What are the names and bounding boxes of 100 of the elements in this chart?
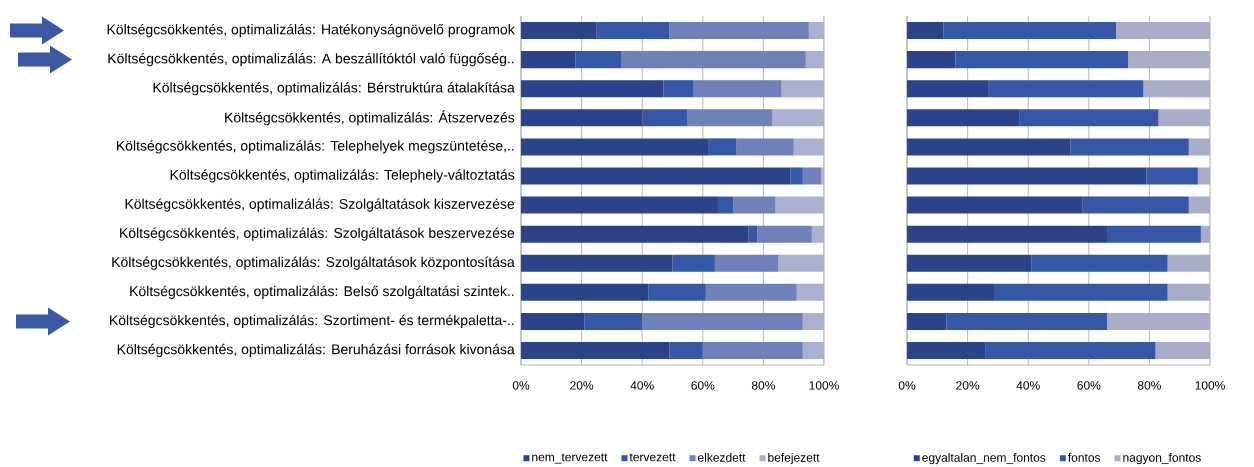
y-tick-label: Költségcsökkentés, optimalizálás: Telephelyek megszüntetése,..: [116, 140, 514, 154]
bar: [717, 196, 734, 214]
bar: [1070, 138, 1189, 156]
bar: [907, 196, 1083, 214]
x-tick-label: 60%: [1077, 380, 1101, 390]
bar: [521, 254, 673, 272]
bar: [820, 167, 824, 185]
bar: [693, 79, 782, 97]
bar: [521, 167, 791, 185]
bar: [811, 225, 824, 243]
bar: [1019, 109, 1159, 127]
bar: [757, 225, 812, 243]
bar: [648, 283, 706, 301]
y-tick-label: Költségcsökkentés, optimalizálás: Beruházási források kivonása: [117, 343, 515, 357]
bar: [907, 283, 995, 301]
bar: [907, 225, 1107, 243]
bar: [705, 283, 797, 301]
bar: [642, 109, 688, 127]
bar: [521, 21, 597, 39]
bar: [796, 283, 824, 301]
bar: [521, 341, 670, 359]
bar: [521, 283, 649, 301]
bar: [907, 50, 956, 68]
y-tick-label: Költségcsökkentés, optimalizálás: Telephely-változtatás: [170, 169, 515, 183]
bar: [521, 225, 749, 243]
bar: [1167, 254, 1211, 272]
bar: [521, 50, 576, 68]
bar: [669, 21, 809, 39]
x-tick-label: 60%: [691, 380, 715, 390]
bar: [907, 254, 1032, 272]
x-tick-label: 0%: [512, 380, 530, 390]
y-tick-label: Költségcsökkentés, optimalizálás: Hatékonyságnövelő programok: [107, 23, 515, 37]
bar: [733, 196, 776, 214]
bar: [1106, 312, 1211, 330]
bar: [955, 50, 1129, 68]
bar: [708, 138, 737, 156]
bar: [642, 312, 803, 330]
bar: [687, 109, 773, 127]
bar: [663, 79, 694, 97]
bar: [778, 254, 824, 272]
legend-label: nagyon_fontos: [1123, 452, 1201, 464]
y-tick-label: Költségcsökkentés, optimalizálás: Szolgáltatások központosítása: [112, 256, 515, 270]
y-tick-label: Költségcsökkentés, optimalizálás: Szolgáltatások beszervezése: [120, 227, 515, 241]
bar: [702, 341, 803, 359]
bar: [1155, 341, 1211, 359]
y-tick-label: Költségcsökkentés, optimalizálás: A beszállítóktól való függőség..: [108, 52, 514, 67]
y-tick-label: Költségcsökkentés, optimalizálás: Belső szolgáltatási szintek..: [130, 285, 514, 299]
bar: [1031, 254, 1168, 272]
y-tick-label: Költségcsökkentés, optimalizálás: Szortiment- és termékpaletta-..: [110, 314, 514, 328]
bar: [748, 225, 758, 243]
y-tick-label: Költségcsökkentés, optimalizálás: Átszervezés: [225, 110, 515, 126]
bar: [521, 138, 709, 156]
bar: [907, 167, 1147, 185]
bar: [907, 79, 989, 97]
y-tick-label: Költségcsökkentés, optimalizálás: Bérstruktúra átalakítása: [153, 81, 515, 96]
x-tick-label: 40%: [630, 380, 654, 390]
bar: [1143, 79, 1211, 97]
bar: [714, 254, 779, 272]
bar: [790, 167, 803, 185]
bar: [575, 50, 621, 68]
legend-label: elkezdett: [697, 452, 746, 462]
legend-label: nem_tervezett: [532, 453, 608, 464]
bar: [775, 196, 824, 214]
x-tick-label: 40%: [1016, 380, 1040, 390]
bar: [772, 109, 824, 127]
bar: [805, 50, 824, 68]
bar: [802, 167, 821, 185]
bar: [994, 283, 1168, 301]
x-tick-label: 100%: [1195, 380, 1225, 390]
bar: [736, 138, 794, 156]
bar: [946, 312, 1107, 330]
bar: [521, 109, 643, 127]
bar: [1106, 225, 1201, 243]
bar: [620, 50, 806, 68]
bar: [907, 138, 1071, 156]
x-tick-label: 80%: [1137, 380, 1161, 390]
bar: [1188, 138, 1211, 156]
bar: [1116, 21, 1211, 39]
bar: [1146, 167, 1198, 185]
bar: [521, 79, 664, 97]
bar: [669, 341, 703, 359]
bar: [1128, 50, 1211, 68]
x-tick-label: 0%: [898, 380, 916, 390]
bar: [907, 312, 947, 330]
bar: [521, 312, 585, 330]
bar: [802, 312, 824, 330]
bar: [985, 341, 1156, 359]
bar: [793, 138, 824, 156]
x-tick-label: 80%: [751, 380, 775, 390]
x-tick-label: 20%: [956, 380, 980, 390]
legend-label: fontos: [1068, 452, 1101, 462]
bar: [596, 21, 670, 39]
bar: [808, 21, 824, 39]
bar: [1082, 196, 1189, 214]
legend-label: tervezett: [629, 453, 676, 462]
bar: [907, 341, 986, 359]
bar: [521, 196, 718, 214]
bar: [781, 79, 824, 97]
bar: [943, 21, 1117, 39]
bar: [584, 312, 643, 330]
